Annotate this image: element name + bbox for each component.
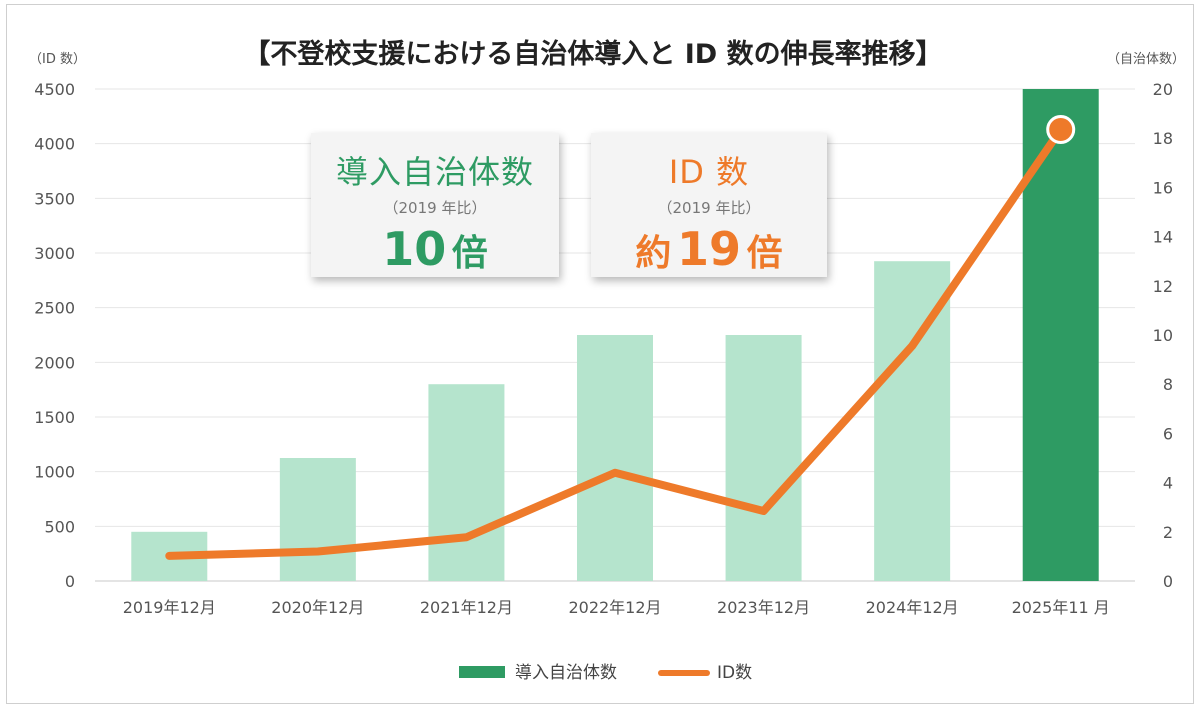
right-tick-label: 14 <box>1153 228 1173 247</box>
line-end-point <box>1046 114 1076 144</box>
bar <box>428 384 505 581</box>
right-axis-label: （自治体数） <box>1107 52 1185 67</box>
chart-frame: 0 500 1000 1500 2000 2500 3000 3500 4000 4500 0 2 4… <box>6 4 1194 704</box>
callout-unit: 倍 <box>746 233 783 274</box>
right-tick-label: 0 <box>1163 572 1173 591</box>
bar <box>725 335 802 581</box>
callout-value: 19 <box>676 222 741 276</box>
right-tick-label: 2 <box>1163 523 1173 542</box>
x-tick-label: 2023年12月 <box>717 598 810 617</box>
left-tick-label: 1500 <box>34 408 75 427</box>
bar <box>279 458 356 581</box>
callout-title: 導入自治体数 <box>335 153 534 191</box>
right-tick-label: 18 <box>1153 129 1173 148</box>
left-tick-label: 4500 <box>34 80 75 99</box>
right-tick-label: 8 <box>1163 375 1173 394</box>
right-tick-label: 12 <box>1153 277 1173 296</box>
callout-value: 10 <box>382 222 447 276</box>
chart-title: 【不登校支援における自治体導入と ID 数の伸長率推移】 <box>243 38 942 70</box>
right-tick-label: 20 <box>1153 80 1173 99</box>
callout-unit: 倍 <box>451 233 488 274</box>
callout-prefix: 約 <box>635 233 672 274</box>
right-tick-label: 4 <box>1163 474 1173 493</box>
callout-note: （2019 年比） <box>383 199 487 217</box>
legend-label-line: ID数 <box>717 663 752 683</box>
callout-note: （2019 年比） <box>657 199 761 217</box>
left-tick-label: 2500 <box>34 299 75 318</box>
callout-ratio: 約 19 倍 <box>591 222 827 276</box>
x-tick-label: 2022年12月 <box>568 598 661 617</box>
left-tick-label: 0 <box>65 572 75 591</box>
left-tick-label: 2000 <box>34 353 75 372</box>
right-tick-label: 10 <box>1153 326 1173 345</box>
left-tick-label: 1000 <box>34 463 75 482</box>
left-tick-label: 4000 <box>34 135 75 154</box>
callout-title: ID 数 <box>668 153 750 191</box>
x-tick-label: 2025年11 月 <box>1012 598 1110 617</box>
right-tick-label: 16 <box>1153 178 1173 197</box>
bar <box>577 335 653 581</box>
right-tick-label: 6 <box>1163 424 1173 443</box>
x-tick-label: 2024年12月 <box>866 598 959 617</box>
callout-ratio: 10 倍 <box>311 222 559 276</box>
x-tick-label: 2020年12月 <box>271 598 364 617</box>
x-tick-label: 2019年12月 <box>123 598 216 617</box>
x-tick-label: 2021年12月 <box>420 598 513 617</box>
left-tick-label: 3500 <box>34 189 75 208</box>
callout-municipalities: 導入自治体数 （2019 年比） 10 倍 <box>311 133 559 277</box>
left-tick-label: 3000 <box>34 244 75 263</box>
legend-label-bars: 導入自治体数 <box>515 663 617 683</box>
callout-id-count: ID 数 （2019 年比） 約 19 倍 <box>591 133 827 277</box>
id-count-line <box>165 125 1065 560</box>
combo-chart: 0 500 1000 1500 2000 2500 3000 3500 4000 4500 0 2 4… <box>29 38 1185 683</box>
legend-swatch-bars <box>459 666 505 678</box>
left-tick-label: 500 <box>44 517 75 536</box>
left-axis-label: （ID 数） <box>29 52 86 67</box>
